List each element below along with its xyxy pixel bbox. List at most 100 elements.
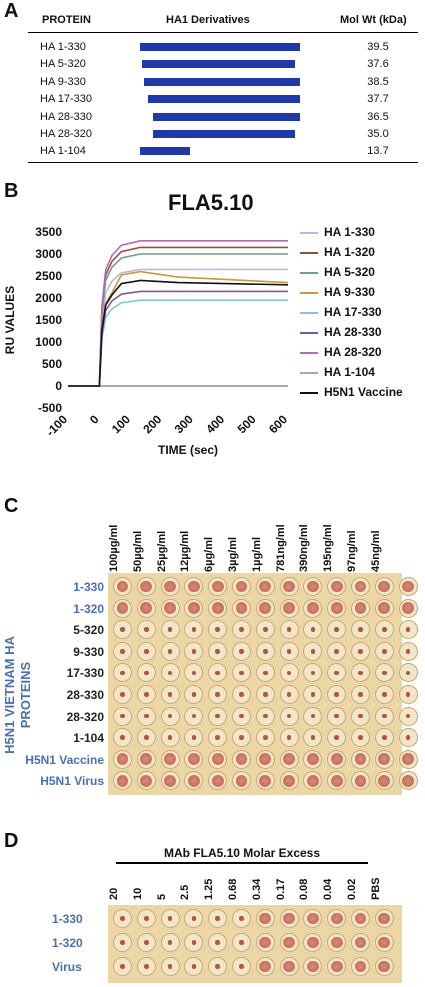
plate-well bbox=[255, 685, 275, 704]
well-pellet bbox=[402, 580, 414, 593]
well-pellet bbox=[330, 602, 343, 614]
x-tick-label: 500 bbox=[235, 412, 259, 436]
plate-well bbox=[232, 749, 251, 769]
well-pellet bbox=[259, 936, 272, 949]
mol-wt-value: 35.0 bbox=[367, 128, 389, 140]
well-pellet bbox=[354, 753, 367, 766]
well-pellet bbox=[358, 692, 363, 697]
well-pellet bbox=[191, 649, 197, 654]
well-pellet bbox=[259, 775, 272, 787]
plate-well bbox=[232, 706, 251, 726]
legend-label: HA 17-330 bbox=[324, 305, 382, 319]
legend-swatch bbox=[300, 252, 318, 254]
plate-well bbox=[208, 909, 228, 928]
plate-well bbox=[255, 771, 275, 791]
protein-row: HA 5-320 37.6 bbox=[28, 58, 418, 70]
well-pellet bbox=[402, 602, 414, 614]
legend-label: HA 1-330 bbox=[324, 225, 375, 239]
y-axis-title: RU VALUES bbox=[3, 286, 17, 354]
legend-label: HA 1-320 bbox=[324, 245, 375, 259]
well-pellet bbox=[378, 960, 391, 973]
y-tick-label: 0 bbox=[55, 379, 62, 393]
well-pellet bbox=[167, 649, 173, 654]
well-pellet bbox=[354, 936, 367, 949]
plate-well bbox=[160, 771, 180, 791]
well-pellet bbox=[402, 753, 414, 766]
well-pellet bbox=[334, 735, 339, 740]
plate-well bbox=[327, 957, 347, 976]
well-pellet bbox=[310, 649, 316, 654]
well-pellet bbox=[235, 775, 248, 787]
plate-well bbox=[255, 957, 275, 976]
plate-well bbox=[279, 577, 299, 596]
plate-well bbox=[351, 577, 370, 596]
well-pellet bbox=[259, 960, 272, 973]
molar-excess-label: 20 bbox=[108, 887, 120, 900]
plate-well bbox=[327, 598, 347, 618]
well-pellet bbox=[211, 753, 224, 766]
well-pellet bbox=[215, 692, 220, 697]
well-pellet bbox=[405, 692, 411, 697]
sample-row-label: 1-330 bbox=[52, 912, 83, 926]
mol-wt-value: 37.7 bbox=[367, 93, 389, 106]
protein-row-label: 1-320 bbox=[73, 601, 104, 616]
well-pellet bbox=[144, 627, 149, 632]
well-pellet bbox=[283, 602, 295, 614]
well-pellet bbox=[354, 580, 367, 593]
plate-well bbox=[184, 933, 204, 952]
plate-well bbox=[327, 749, 347, 769]
molar-excess-label: PBS bbox=[369, 877, 382, 900]
molar-excess-label: 1.25 bbox=[203, 878, 216, 900]
protein-row-label: H5N1 Vaccine bbox=[25, 752, 104, 767]
plate-well bbox=[279, 728, 299, 748]
plate-well bbox=[351, 706, 370, 726]
y-tick-label: 1000 bbox=[35, 335, 62, 349]
concentration-label: 25µg/ml bbox=[155, 530, 168, 572]
plate-well bbox=[303, 749, 323, 769]
well-pellet bbox=[283, 936, 295, 949]
well-pellet bbox=[140, 602, 153, 614]
plate-well bbox=[160, 728, 180, 748]
protein-row: HA 17-330 37.7 bbox=[28, 93, 418, 105]
sample-row-label: Virus bbox=[52, 960, 82, 974]
well-pellet bbox=[164, 602, 176, 614]
well-pellet bbox=[191, 713, 197, 719]
plate-well bbox=[303, 620, 323, 640]
mol-wt-value: 37.6 bbox=[367, 58, 389, 71]
well-pellet bbox=[211, 580, 224, 593]
well-pellet bbox=[235, 753, 248, 766]
plate-well bbox=[255, 663, 275, 683]
panel-c-letter: C bbox=[4, 495, 19, 517]
y-tick-label: 3500 bbox=[35, 225, 62, 239]
well-pellet bbox=[191, 964, 197, 969]
plate-well bbox=[255, 620, 275, 640]
well-pellet bbox=[358, 670, 363, 676]
well-pellet bbox=[263, 649, 268, 654]
well-pellet bbox=[191, 940, 197, 945]
plate-well bbox=[279, 663, 299, 683]
well-pellet bbox=[120, 916, 125, 921]
plate-well bbox=[374, 749, 394, 769]
well-pellet bbox=[283, 775, 295, 787]
plate-well bbox=[232, 663, 251, 683]
plate-well bbox=[398, 685, 418, 704]
plate-well bbox=[398, 749, 418, 769]
protein-bar bbox=[141, 60, 296, 69]
panel-b-letter: B bbox=[4, 180, 19, 202]
plate-well bbox=[136, 771, 156, 791]
x-tick-label: 200 bbox=[140, 412, 164, 436]
header-derivatives: HA1 Derivatives bbox=[166, 14, 250, 26]
well-pellet bbox=[382, 670, 387, 676]
concentration-label: 100µg/ml bbox=[108, 524, 120, 572]
protein-row-label: 1-104 bbox=[73, 731, 104, 746]
well-pellet bbox=[283, 580, 295, 593]
well-pellet bbox=[188, 580, 200, 593]
plate-well bbox=[255, 598, 275, 618]
legend-swatch bbox=[300, 312, 318, 314]
well-pellet bbox=[120, 627, 125, 632]
plate-well bbox=[136, 641, 156, 661]
molar-excess-label: 5 bbox=[155, 893, 168, 900]
well-pellet bbox=[283, 912, 295, 925]
well-pellet bbox=[120, 692, 125, 697]
legend-label: H5N1 Vaccine bbox=[324, 385, 403, 399]
